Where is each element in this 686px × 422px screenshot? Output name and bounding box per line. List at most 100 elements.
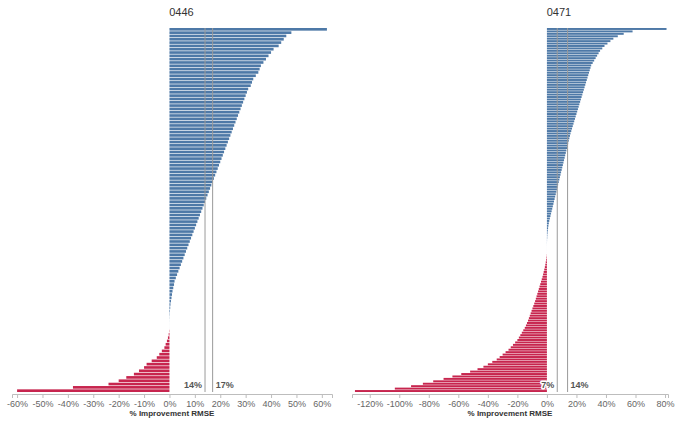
chart-root: 14%17%-60%-50%-40%-30%-20%-10%0%10%20%30… — [0, 0, 686, 422]
bar — [169, 58, 266, 61]
bar — [169, 290, 172, 293]
axis-line — [353, 395, 669, 399]
tick: -60% — [448, 394, 469, 409]
tick-label: 60% — [313, 399, 331, 409]
bar — [169, 45, 278, 48]
bar — [17, 389, 169, 392]
bar — [169, 81, 252, 84]
bar — [546, 252, 547, 254]
bar — [547, 28, 667, 30]
tick-label: 60% — [627, 399, 645, 409]
tick-mark — [429, 394, 430, 398]
tick-label: -30% — [83, 399, 104, 409]
bar — [532, 307, 546, 309]
bar — [547, 101, 580, 103]
bar — [169, 287, 173, 290]
bar — [470, 371, 547, 373]
bar — [547, 81, 586, 83]
bar — [525, 327, 547, 329]
bar — [547, 215, 551, 217]
bar — [537, 295, 547, 297]
bar — [547, 106, 579, 108]
bar — [169, 214, 199, 217]
bar — [169, 127, 232, 130]
bar — [461, 373, 547, 375]
bar — [546, 247, 547, 249]
bar — [545, 266, 547, 268]
bar — [169, 91, 246, 94]
bar — [169, 171, 216, 174]
bar — [547, 191, 556, 193]
reference-line — [205, 28, 206, 392]
axis-title: % Improvement RMSE — [130, 409, 216, 418]
bar — [169, 101, 243, 104]
reference-label: 14% — [571, 380, 589, 390]
bar — [169, 316, 170, 319]
reference-line — [557, 28, 558, 392]
bar — [169, 263, 180, 266]
bar — [164, 346, 169, 349]
bar — [169, 277, 175, 280]
tick: 80% — [657, 394, 675, 409]
bar — [169, 230, 193, 233]
bar — [169, 293, 172, 296]
bar — [169, 303, 170, 306]
bar — [169, 61, 263, 64]
bar — [433, 380, 547, 382]
bar — [503, 354, 547, 356]
bar — [547, 157, 565, 159]
bar — [147, 363, 170, 366]
bar — [515, 341, 547, 343]
bar — [547, 62, 593, 64]
bar — [533, 305, 547, 307]
bar — [488, 363, 547, 365]
tick-label: 0% — [163, 399, 176, 409]
bar — [543, 273, 547, 275]
bar — [169, 141, 227, 144]
bar — [520, 334, 547, 336]
bar — [169, 267, 179, 270]
bar — [139, 369, 169, 372]
tick: -60% — [7, 394, 28, 409]
bar — [169, 323, 170, 326]
bar — [527, 322, 547, 324]
bar — [547, 193, 556, 195]
tick-mark — [17, 394, 18, 398]
bar — [547, 132, 571, 134]
bar — [529, 317, 547, 319]
bar — [169, 273, 177, 276]
tick-mark — [665, 394, 666, 398]
axis-title: % Improvement RMSE — [468, 409, 554, 418]
bar — [169, 114, 238, 117]
bar — [546, 244, 547, 246]
bar — [547, 94, 582, 96]
bar — [519, 337, 547, 339]
bar — [547, 43, 608, 45]
bar — [532, 310, 547, 312]
bar — [547, 140, 569, 142]
tick: 0% — [541, 394, 554, 409]
bar — [547, 47, 602, 49]
tick-mark — [488, 394, 489, 398]
bar — [534, 303, 547, 305]
bar — [530, 315, 547, 317]
bar — [547, 79, 587, 81]
bar — [546, 232, 548, 234]
bar — [517, 339, 547, 341]
bar — [169, 134, 230, 137]
tick-mark — [576, 394, 577, 398]
tick-label: -80% — [419, 399, 440, 409]
bar — [109, 383, 170, 386]
bar — [483, 366, 546, 368]
bar — [546, 249, 547, 251]
bar — [547, 103, 579, 105]
bar — [169, 180, 212, 183]
bar — [169, 194, 207, 197]
bar — [169, 71, 258, 74]
bar — [119, 379, 170, 382]
bar — [492, 361, 547, 363]
bar — [159, 353, 169, 356]
bar — [546, 242, 547, 244]
tick-label: 40% — [263, 399, 281, 409]
reference-lines: 14%17% — [184, 28, 234, 392]
